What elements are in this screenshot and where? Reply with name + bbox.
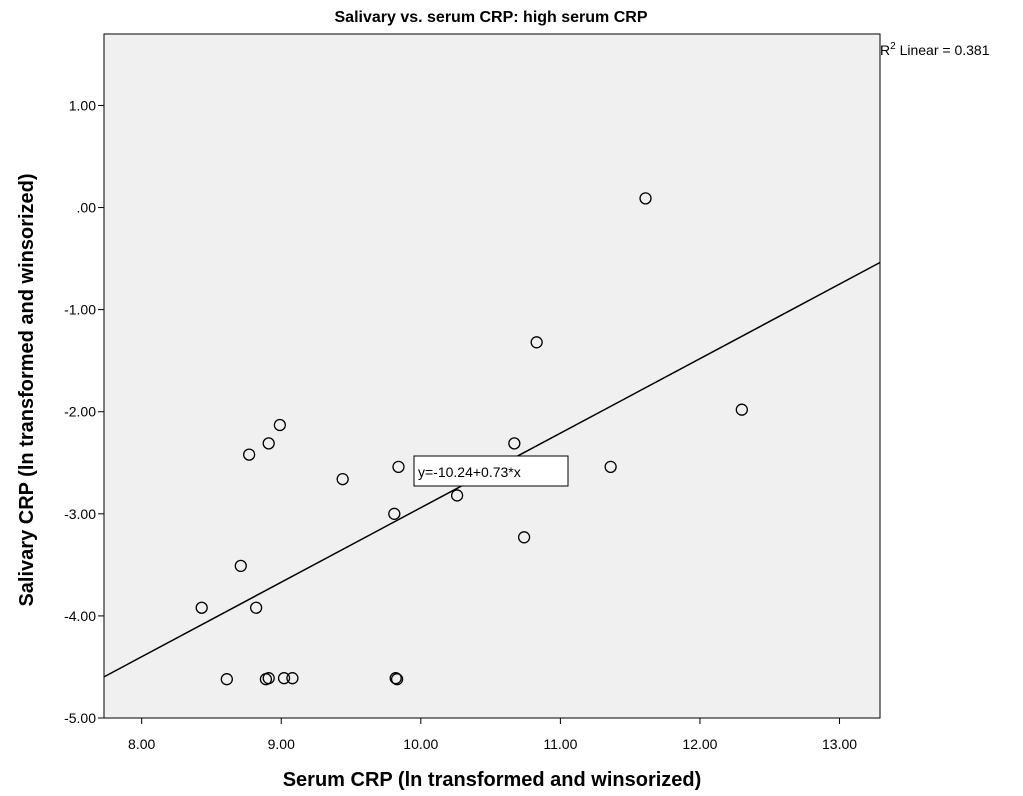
data-point — [604, 460, 617, 474]
x-tick-label: 9.00 — [268, 736, 295, 752]
data-point — [336, 472, 349, 486]
plot-area — [103, 33, 881, 719]
x-tick-label: 13.00 — [822, 736, 857, 752]
data-point — [277, 672, 291, 685]
x-tick-label: 12.00 — [682, 736, 717, 752]
data-point — [249, 601, 263, 614]
y-axis-title: Salivary CRP (ln transformed and winsori… — [16, 173, 38, 606]
data-point — [392, 460, 405, 474]
data-point — [262, 672, 275, 685]
r-squared-label: R2 Linear = 0.381 — [880, 41, 990, 58]
data-point — [243, 448, 256, 461]
y-tick-label: 1.00 — [69, 97, 96, 113]
r-squared-prefix: R — [880, 42, 890, 58]
y-tick-label: -2.00 — [64, 404, 96, 420]
data-point — [389, 672, 402, 685]
x-tick-label: 11.00 — [543, 736, 577, 752]
x-tick-label: 10.00 — [403, 736, 438, 752]
y-tick-label: .00 — [77, 200, 97, 216]
data-point — [517, 531, 531, 544]
data-point — [508, 437, 521, 450]
y-tick-label: -4.00 — [64, 608, 96, 624]
equation-label: y=-10.24+0.73*x — [418, 464, 521, 480]
data-point — [234, 559, 247, 573]
y-tick-label: -1.00 — [64, 302, 96, 318]
equation-box — [413, 455, 569, 487]
data-point — [530, 336, 543, 349]
data-points — [195, 192, 748, 686]
r-squared-value: Linear = 0.381 — [896, 42, 990, 58]
data-point — [262, 437, 275, 450]
equation-annotation: y=-10.24+0.73*x — [413, 455, 569, 487]
axis-ticks: 8.00 9.00 10.00 11.00 12.00 13.00 1.00 .00 -1.00… — [64, 97, 857, 752]
data-point — [286, 672, 299, 685]
data-point — [450, 489, 464, 502]
data-point — [388, 507, 401, 520]
chart-title: Salivary vs. serum CRP: high serum CRP — [335, 9, 648, 26]
x-tick-label: 8.00 — [128, 736, 155, 752]
data-point — [220, 673, 233, 686]
data-point — [195, 601, 208, 614]
data-point — [390, 673, 404, 686]
y-tick-label: -3.00 — [64, 506, 96, 522]
y-tick-label: -5.00 — [64, 710, 96, 726]
data-point — [735, 403, 748, 416]
data-point — [273, 418, 287, 432]
r-squared-superscript: 2 — [890, 41, 896, 52]
data-point — [639, 192, 652, 205]
x-axis-title: Serum CRP (ln transformed and winsorized… — [283, 769, 702, 791]
